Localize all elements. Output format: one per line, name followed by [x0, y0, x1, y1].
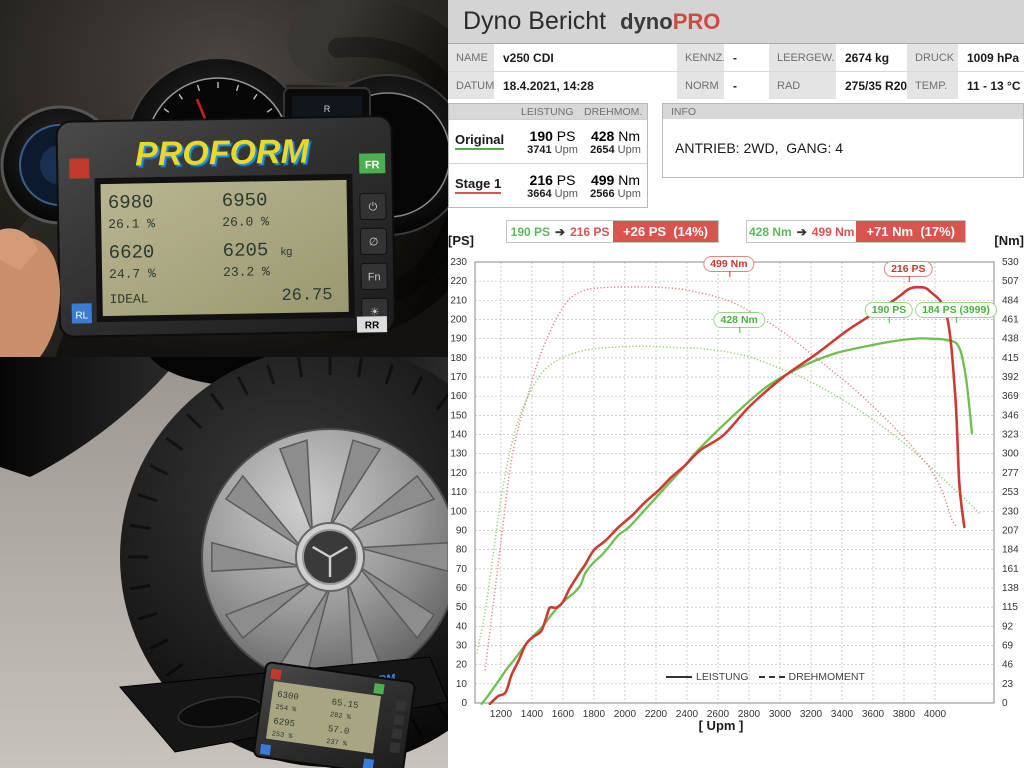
svg-text:2200: 2200 — [645, 709, 668, 718]
svg-text:6620: 6620 — [109, 241, 155, 264]
svg-text:26.75: 26.75 — [281, 286, 332, 306]
svg-text:200: 200 — [450, 315, 467, 326]
svg-text:130: 130 — [450, 449, 467, 460]
svg-text:6205: 6205 — [223, 239, 269, 262]
svg-text:90: 90 — [456, 525, 468, 536]
svg-text:300: 300 — [1002, 449, 1019, 460]
svg-text:69: 69 — [1002, 641, 1014, 652]
svg-text:507: 507 — [1002, 276, 1019, 287]
svg-text:346: 346 — [1002, 410, 1019, 421]
svg-text:30: 30 — [456, 641, 468, 652]
svg-text:277: 277 — [1002, 468, 1019, 479]
svg-text:1600: 1600 — [552, 709, 575, 718]
svg-text:369: 369 — [1002, 391, 1019, 402]
svg-text:∅: ∅ — [369, 236, 379, 248]
svg-text:4000: 4000 — [924, 709, 947, 718]
svg-text:110: 110 — [451, 487, 467, 498]
svg-text:1800: 1800 — [583, 709, 606, 718]
svg-text:70: 70 — [456, 564, 468, 575]
svg-text:0: 0 — [1002, 698, 1008, 709]
svg-text:2000: 2000 — [614, 709, 637, 718]
svg-text:438: 438 — [1002, 334, 1019, 345]
svg-text:1400: 1400 — [521, 709, 544, 718]
svg-text:484: 484 — [1002, 295, 1019, 306]
svg-text:26.1 %: 26.1 % — [108, 216, 155, 232]
svg-text:180: 180 — [450, 353, 467, 364]
svg-text:3400: 3400 — [831, 709, 854, 718]
svg-text:120: 120 — [450, 468, 467, 479]
svg-text:115: 115 — [1002, 602, 1018, 613]
svg-text:FR: FR — [365, 159, 380, 171]
svg-text:220: 220 — [450, 276, 467, 287]
svg-text:230: 230 — [1002, 506, 1019, 517]
svg-text:3800: 3800 — [893, 709, 916, 718]
svg-text:150: 150 — [450, 410, 467, 421]
svg-text:PROFORM: PROFORM — [135, 132, 310, 173]
svg-text:3200: 3200 — [800, 709, 823, 718]
svg-text:92: 92 — [1002, 621, 1014, 632]
svg-text:207: 207 — [1002, 525, 1019, 536]
svg-text:RR: RR — [365, 320, 380, 331]
svg-text:24.7 %: 24.7 % — [109, 266, 156, 282]
svg-text:2600: 2600 — [707, 709, 730, 718]
svg-text:60: 60 — [456, 583, 468, 594]
svg-text:184: 184 — [1002, 545, 1019, 556]
svg-text:190: 190 — [450, 334, 467, 345]
svg-text:323: 323 — [1002, 430, 1019, 441]
svg-text:253: 253 — [1002, 487, 1019, 498]
svg-text:26.0 %: 26.0 % — [222, 214, 269, 230]
svg-text:23: 23 — [1002, 679, 1014, 690]
svg-text:230: 230 — [450, 257, 467, 268]
svg-text:Fn: Fn — [368, 271, 381, 283]
svg-text:0: 0 — [461, 698, 467, 709]
svg-text:2400: 2400 — [676, 709, 699, 718]
svg-text:40: 40 — [456, 621, 468, 632]
svg-text:2800: 2800 — [738, 709, 761, 718]
svg-text:kg: kg — [281, 246, 293, 258]
svg-text:461: 461 — [1002, 315, 1019, 326]
svg-text:6980: 6980 — [108, 191, 154, 214]
svg-text:100: 100 — [450, 506, 467, 517]
svg-text:RL: RL — [75, 310, 88, 321]
svg-text:530: 530 — [1002, 257, 1019, 268]
svg-text:46: 46 — [1002, 660, 1014, 671]
svg-text:170: 170 — [450, 372, 467, 383]
svg-text:IDEAL: IDEAL — [109, 291, 148, 307]
svg-text:50: 50 — [456, 602, 468, 613]
svg-text:3000: 3000 — [769, 709, 792, 718]
svg-text:23.2 %: 23.2 % — [223, 264, 270, 280]
svg-text:80: 80 — [456, 545, 468, 556]
svg-text:140: 140 — [450, 430, 467, 441]
svg-text:10: 10 — [456, 679, 468, 690]
svg-text:210: 210 — [450, 295, 467, 306]
svg-text:1200: 1200 — [490, 709, 513, 718]
svg-text:160: 160 — [450, 391, 467, 402]
svg-text:⏻: ⏻ — [369, 201, 378, 213]
svg-text:20: 20 — [456, 660, 468, 671]
svg-text:6950: 6950 — [222, 189, 268, 212]
svg-text:392: 392 — [1002, 372, 1019, 383]
svg-text:3600: 3600 — [862, 709, 885, 718]
svg-text:161: 161 — [1002, 564, 1019, 575]
svg-text:138: 138 — [1002, 583, 1019, 594]
svg-text:415: 415 — [1002, 353, 1019, 364]
